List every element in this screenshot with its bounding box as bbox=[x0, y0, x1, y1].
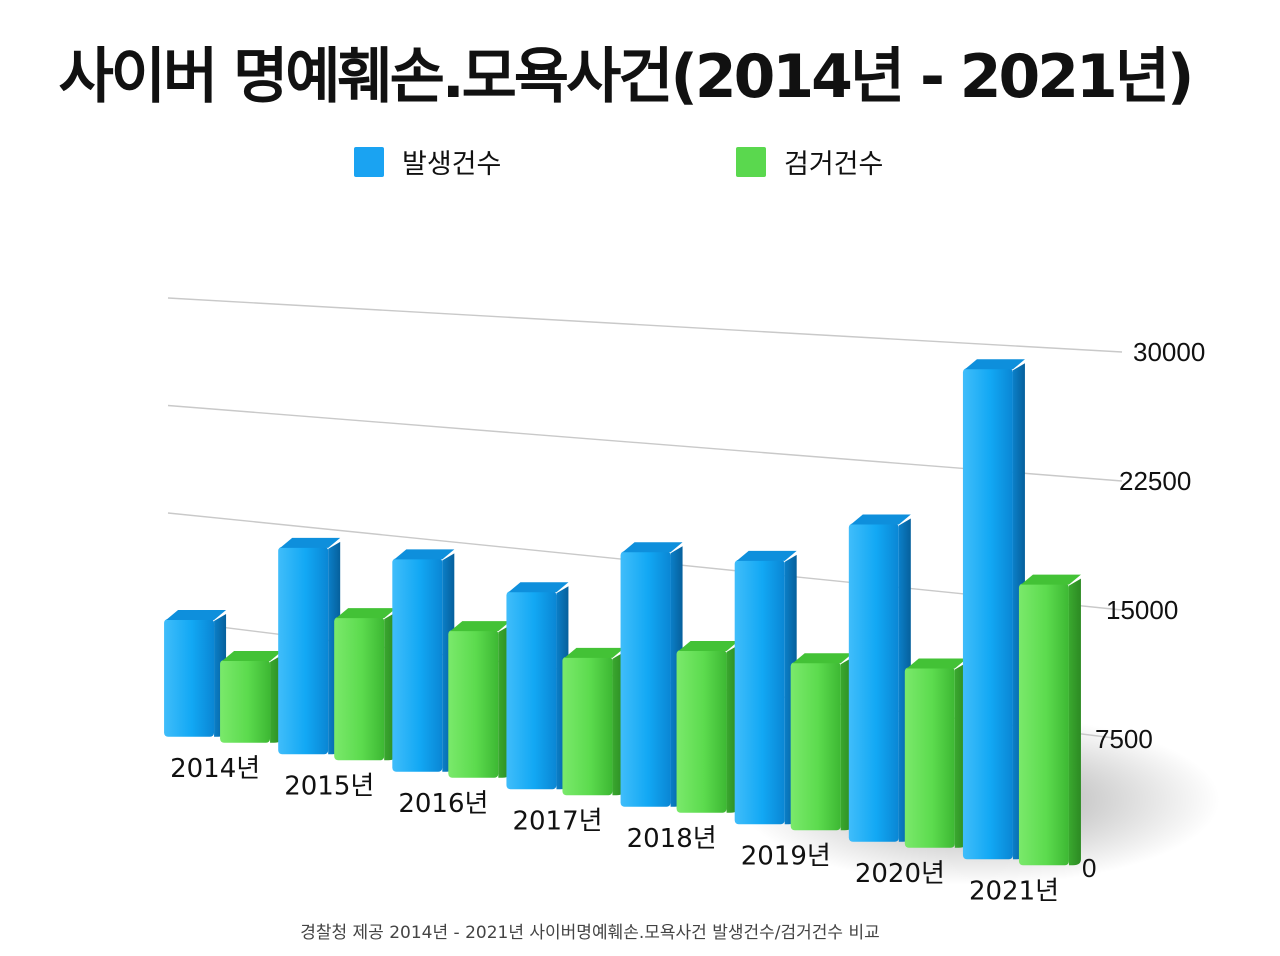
bar-front bbox=[392, 558, 443, 772]
bar-arrest bbox=[1018, 574, 1081, 866]
bar-front bbox=[164, 618, 215, 737]
bar-arrest bbox=[904, 658, 967, 848]
bar-arrest bbox=[676, 641, 739, 813]
bar-arrest bbox=[448, 621, 511, 778]
bar-front bbox=[1018, 583, 1069, 866]
bar-arrest bbox=[562, 647, 625, 796]
bar-occurrence bbox=[506, 582, 569, 790]
bar-top bbox=[280, 537, 341, 548]
bar-top bbox=[736, 550, 797, 561]
bar-side bbox=[1068, 578, 1081, 866]
bar-front bbox=[734, 559, 785, 825]
bar-occurrence bbox=[620, 542, 683, 807]
x-category-label: 2017년 bbox=[512, 806, 602, 836]
y-tick-label: 30000 bbox=[1133, 337, 1205, 367]
bar-occurrence bbox=[848, 514, 911, 842]
y-tick-label: 22500 bbox=[1119, 466, 1191, 496]
legend-swatch-occurrence bbox=[354, 146, 384, 177]
bar-front bbox=[962, 368, 1013, 860]
bar-front bbox=[448, 630, 499, 778]
chart-title: 사이버 명예훼손.모욕사건(2014년 - 2021년) bbox=[58, 42, 1195, 112]
y-tick-label: 0 bbox=[1082, 853, 1096, 883]
bar-arrest bbox=[334, 608, 397, 761]
bar-occurrence bbox=[392, 549, 455, 772]
bar-top bbox=[166, 609, 227, 620]
bar-top bbox=[508, 582, 569, 593]
bar-top bbox=[336, 608, 397, 619]
bar-top bbox=[622, 542, 683, 553]
legend-label-arrest: 검거건수 bbox=[784, 149, 884, 180]
bar-front bbox=[278, 546, 329, 755]
x-category-label: 2014년 bbox=[170, 754, 260, 784]
x-category-label: 2015년 bbox=[284, 771, 374, 801]
legend-label-occurrence: 발생건수 bbox=[402, 149, 502, 180]
y-tick-label: 15000 bbox=[1106, 595, 1178, 625]
x-category-label: 2021년 bbox=[969, 876, 1059, 906]
gridline bbox=[167, 297, 1123, 353]
bar-front bbox=[506, 591, 557, 790]
bar-arrest bbox=[790, 653, 853, 831]
bar-top bbox=[450, 621, 511, 632]
x-category-label: 2016년 bbox=[398, 789, 488, 819]
bar-top bbox=[964, 359, 1025, 370]
bar-front bbox=[334, 617, 385, 761]
bar-front bbox=[790, 662, 841, 831]
legend-swatch-arrest bbox=[736, 146, 766, 177]
x-category-label: 2019년 bbox=[741, 841, 831, 871]
bar-top bbox=[850, 514, 911, 525]
legend-item-occurrence: 발생건수 bbox=[354, 142, 501, 181]
bar-top bbox=[792, 653, 853, 664]
legend-item-arrest: 검거건수 bbox=[736, 142, 883, 181]
source-footnote: 경찰청 제공 2014년 - 2021년 사이버명예훼손.모욕사건 발생건수/검… bbox=[300, 923, 880, 943]
bar-occurrence bbox=[164, 609, 227, 737]
x-category-label: 2018년 bbox=[627, 824, 717, 854]
bar-arrest bbox=[220, 650, 283, 743]
bar-top bbox=[906, 658, 967, 669]
bar-top bbox=[1020, 574, 1081, 585]
y-tick-label: 7500 bbox=[1095, 724, 1153, 754]
bar-top bbox=[678, 641, 739, 652]
bar-top bbox=[564, 647, 625, 658]
bar-top bbox=[394, 549, 455, 560]
bar-front bbox=[620, 551, 671, 807]
bar-top bbox=[222, 650, 283, 661]
bar-front bbox=[904, 667, 955, 848]
bar-occurrence bbox=[962, 359, 1025, 860]
x-category-label: 2020년 bbox=[855, 859, 945, 889]
bar-occurrence bbox=[734, 550, 797, 825]
bar-front bbox=[848, 523, 899, 842]
bar-front bbox=[220, 659, 271, 743]
bar-front bbox=[562, 656, 613, 796]
bar-front bbox=[676, 650, 727, 813]
bar-occurrence bbox=[278, 537, 341, 755]
